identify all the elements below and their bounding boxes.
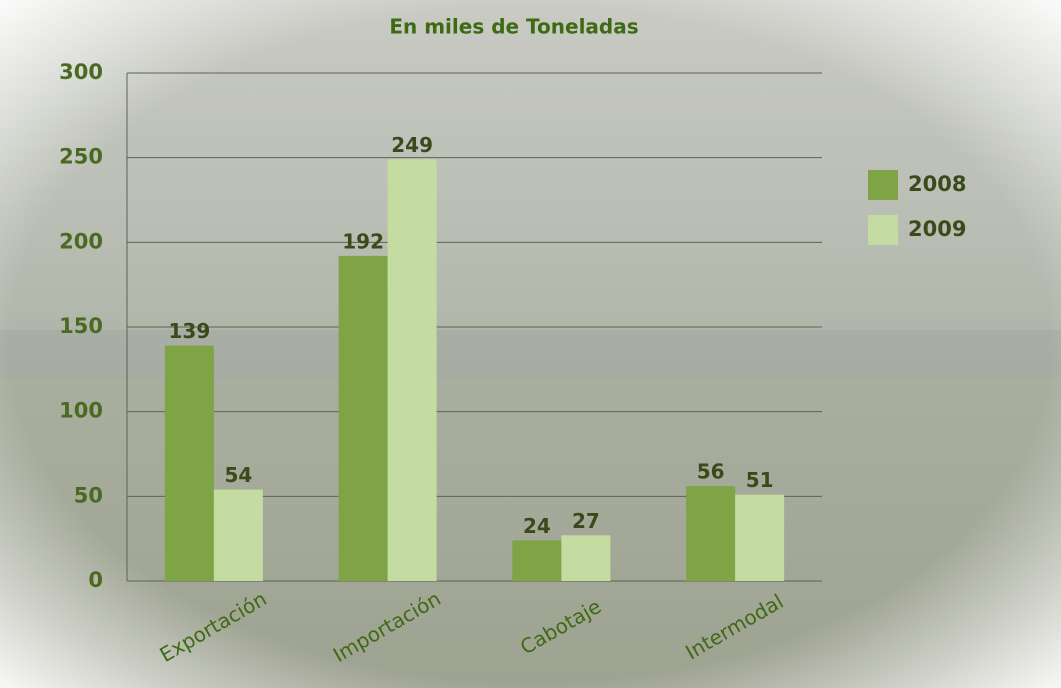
vignette	[0, 0, 1061, 688]
value-label: 249	[391, 133, 433, 157]
bar	[339, 256, 388, 581]
y-tick-label: 50	[74, 483, 103, 507]
y-tick-label: 300	[59, 60, 103, 84]
legend-swatch	[868, 170, 898, 200]
y-tick-label: 0	[88, 568, 103, 592]
y-tick-label: 200	[59, 229, 103, 253]
bar	[561, 535, 610, 581]
bar	[388, 159, 437, 581]
bar	[214, 490, 263, 581]
bar	[735, 495, 784, 581]
y-tick-label: 250	[59, 145, 103, 169]
value-label: 139	[169, 319, 211, 343]
bar	[686, 486, 735, 581]
legend-swatch	[868, 215, 898, 245]
bar	[512, 540, 561, 581]
value-label: 192	[342, 229, 384, 253]
bar	[165, 346, 214, 581]
y-tick-label: 100	[59, 399, 103, 423]
legend-label: 2009	[908, 217, 966, 241]
value-label: 54	[224, 463, 252, 487]
y-tick-label: 150	[59, 314, 103, 338]
legend-label: 2008	[908, 172, 966, 196]
value-label: 24	[523, 514, 551, 538]
value-label: 56	[697, 460, 725, 484]
value-label: 27	[572, 509, 600, 533]
chart-title: En miles de Toneladas	[389, 15, 638, 39]
chart: En miles de Toneladas 0 50 100 150 200 250 300…	[0, 0, 1061, 688]
value-label: 51	[746, 468, 774, 492]
